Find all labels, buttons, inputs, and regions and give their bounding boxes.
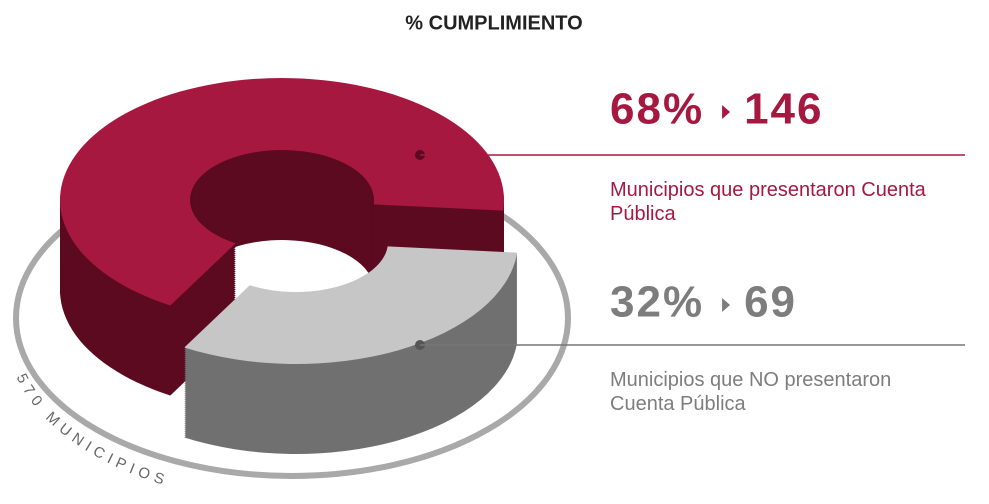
value-label: 32% xyxy=(610,278,704,327)
legend-description: Municipios que presentaron Cuenta Públic… xyxy=(610,179,926,225)
arrow-icon xyxy=(722,298,731,312)
legend-description-box: Municipios que NO presentaron Cuenta Púb… xyxy=(610,369,892,415)
arrow-icon xyxy=(722,105,731,119)
legend-description: Municipios que NO presentaron Cuenta Púb… xyxy=(610,369,892,415)
value-label: 68% xyxy=(610,85,704,134)
slice xyxy=(59,77,504,306)
count-label: 69 xyxy=(744,278,797,327)
chart-title: % CUMPLIMIENTO xyxy=(405,12,582,34)
slice xyxy=(184,246,518,364)
count-label: 146 xyxy=(744,85,823,134)
legend-description-box: Municipios que presentaron Cuenta Públic… xyxy=(610,179,926,225)
